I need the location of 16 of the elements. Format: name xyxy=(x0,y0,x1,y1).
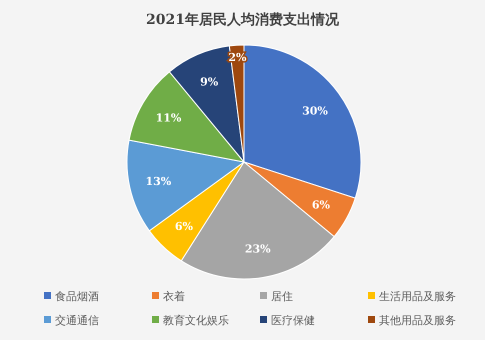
legend-label: 食品烟酒 xyxy=(55,290,99,303)
legend-label: 生活用品及服务 xyxy=(379,290,456,303)
legend-label: 衣着 xyxy=(163,290,185,303)
data-label: 13% xyxy=(145,175,172,188)
data-label: 6% xyxy=(174,220,194,233)
legend-label: 其他用品及服务 xyxy=(379,314,456,327)
data-label: 30% xyxy=(302,104,328,118)
legend-label: 教育文化娱乐 xyxy=(163,314,229,327)
legend-label: 居住 xyxy=(271,290,293,303)
data-label: 6% xyxy=(312,198,330,212)
data-label: 11% xyxy=(156,111,182,124)
data-label: 9% xyxy=(200,75,219,88)
chart-title: 2021年居民人均消费支出情况 xyxy=(146,12,340,28)
legend-label: 医疗保健 xyxy=(271,314,315,327)
legend-label: 交通通信 xyxy=(55,314,99,327)
data-label: 23% xyxy=(244,242,272,256)
